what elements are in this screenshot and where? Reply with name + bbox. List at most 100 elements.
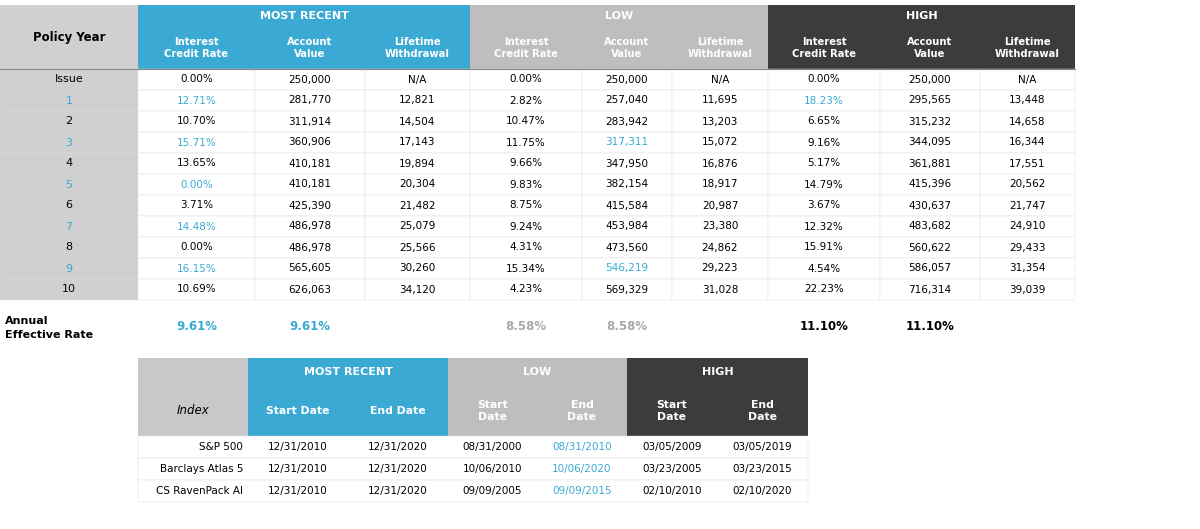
Text: 12/31/2020: 12/31/2020 [368,442,428,452]
FancyBboxPatch shape [0,237,138,258]
FancyBboxPatch shape [470,279,582,300]
FancyBboxPatch shape [470,90,582,111]
FancyBboxPatch shape [672,111,768,132]
FancyBboxPatch shape [0,308,1075,346]
FancyBboxPatch shape [582,279,672,300]
Text: 360,906: 360,906 [288,138,331,148]
Text: 03/23/2015: 03/23/2015 [733,464,792,474]
Text: 486,978: 486,978 [288,222,331,232]
FancyBboxPatch shape [138,27,256,69]
Text: 02/10/2010: 02/10/2010 [642,486,702,496]
Text: 8.75%: 8.75% [510,200,542,211]
Text: 453,984: 453,984 [606,222,648,232]
Text: 29,223: 29,223 [702,263,738,273]
Text: Interest
Credit Rate: Interest Credit Rate [494,37,558,59]
FancyBboxPatch shape [448,358,628,386]
FancyBboxPatch shape [138,195,256,216]
FancyBboxPatch shape [980,27,1075,69]
Text: Policy Year: Policy Year [32,31,106,43]
Text: Annual: Annual [5,316,48,326]
FancyBboxPatch shape [880,69,980,90]
FancyBboxPatch shape [138,279,256,300]
Text: MOST RECENT: MOST RECENT [304,367,392,377]
FancyBboxPatch shape [138,153,256,174]
Text: 25,566: 25,566 [400,242,436,252]
Text: 12.32%: 12.32% [804,222,844,232]
Text: 12/31/2010: 12/31/2010 [268,486,328,496]
Text: 17,143: 17,143 [400,138,436,148]
FancyBboxPatch shape [718,386,808,436]
FancyBboxPatch shape [880,279,980,300]
FancyBboxPatch shape [470,27,582,69]
FancyBboxPatch shape [248,386,348,436]
Text: 410,181: 410,181 [288,159,331,169]
Text: 9: 9 [66,263,72,273]
FancyBboxPatch shape [256,69,365,90]
FancyBboxPatch shape [256,153,365,174]
Text: 03/05/2009: 03/05/2009 [642,442,702,452]
Text: 9.61%: 9.61% [176,321,217,333]
FancyBboxPatch shape [138,90,256,111]
Text: Account
Value: Account Value [605,37,649,59]
Text: 21,747: 21,747 [1009,200,1045,211]
Text: 15,072: 15,072 [702,138,738,148]
FancyBboxPatch shape [256,90,365,111]
Text: Barclays Atlas 5: Barclays Atlas 5 [160,464,242,474]
FancyBboxPatch shape [138,132,256,153]
FancyBboxPatch shape [672,195,768,216]
Text: 0.00%: 0.00% [180,75,212,85]
Text: 20,304: 20,304 [400,179,436,189]
Text: 10.69%: 10.69% [176,285,216,295]
Text: 13,448: 13,448 [1009,96,1045,105]
FancyBboxPatch shape [980,69,1075,90]
FancyBboxPatch shape [980,279,1075,300]
Text: 347,950: 347,950 [606,159,648,169]
FancyBboxPatch shape [138,216,256,237]
FancyBboxPatch shape [628,358,808,386]
Text: 02/10/2020: 02/10/2020 [733,486,792,496]
FancyBboxPatch shape [0,195,138,216]
Text: Account
Value: Account Value [907,37,953,59]
FancyBboxPatch shape [0,5,138,69]
Text: HIGH: HIGH [906,11,937,21]
FancyBboxPatch shape [880,216,980,237]
Text: 14,504: 14,504 [400,116,436,126]
Text: Lifetime
Withdrawal: Lifetime Withdrawal [688,37,752,59]
Text: 19,894: 19,894 [400,159,436,169]
FancyBboxPatch shape [582,195,672,216]
Text: 16,876: 16,876 [702,159,738,169]
Text: 0.00%: 0.00% [808,75,840,85]
FancyBboxPatch shape [980,132,1075,153]
Text: 29,433: 29,433 [1009,242,1045,252]
Text: 11.75%: 11.75% [506,138,546,148]
FancyBboxPatch shape [365,153,470,174]
FancyBboxPatch shape [256,132,365,153]
Text: 4.54%: 4.54% [808,263,840,273]
Text: 483,682: 483,682 [908,222,952,232]
FancyBboxPatch shape [768,69,880,90]
Text: 0.00%: 0.00% [180,242,212,252]
Text: 473,560: 473,560 [606,242,648,252]
Text: 344,095: 344,095 [908,138,952,148]
Text: End
Date: End Date [568,400,596,422]
Text: 315,232: 315,232 [908,116,952,126]
FancyBboxPatch shape [470,111,582,132]
FancyBboxPatch shape [880,132,980,153]
Text: Index: Index [176,405,209,417]
FancyBboxPatch shape [980,258,1075,279]
FancyBboxPatch shape [672,69,768,90]
Text: 15.34%: 15.34% [506,263,546,273]
FancyBboxPatch shape [0,132,138,153]
Text: Effective Rate: Effective Rate [5,330,94,340]
Text: 5: 5 [66,179,72,189]
Text: 2: 2 [66,116,72,126]
FancyBboxPatch shape [582,69,672,90]
Text: 12/31/2010: 12/31/2010 [268,442,328,452]
FancyBboxPatch shape [448,386,538,436]
Text: 16.15%: 16.15% [176,263,216,273]
Text: 9.83%: 9.83% [510,179,542,189]
FancyBboxPatch shape [880,174,980,195]
FancyBboxPatch shape [672,174,768,195]
FancyBboxPatch shape [768,90,880,111]
Text: 14.79%: 14.79% [804,179,844,189]
